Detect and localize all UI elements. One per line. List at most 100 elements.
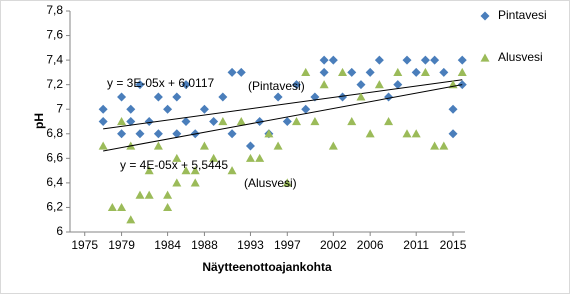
trendline [103,79,463,130]
point [457,67,467,76]
point [153,92,163,102]
point [384,92,394,102]
point [356,92,366,101]
y-tick-label: 6,6 [46,151,63,165]
y-tick-label: 6,4 [46,175,63,189]
point [236,117,246,126]
point [255,117,265,126]
legend-marker [480,53,490,62]
y-tick-label: 7,8 [46,3,63,17]
point [365,129,375,138]
point [153,141,163,150]
y-tick-label: 7,4 [46,52,63,66]
point [209,117,219,126]
point [402,129,412,138]
point [172,178,182,187]
point [393,67,403,76]
point [301,104,311,114]
point [218,117,228,126]
point [117,117,127,126]
point [402,55,412,65]
point [347,67,357,77]
point [411,129,421,138]
point [439,67,449,77]
point [430,55,440,65]
legend-label: Alusvesi [498,50,543,64]
annotation: y = 4E-05x + 5,5445 [120,158,228,172]
point [181,117,191,126]
point [347,117,357,126]
point [448,129,458,139]
point [172,153,182,162]
point [264,129,274,138]
y-tick-label: 7 [56,101,63,115]
x-tick-label: 2015 [440,238,467,252]
point [292,117,302,126]
x-tick-label: 1984 [154,238,181,252]
point [282,117,292,126]
annotation: (Alusvesi) [244,176,297,190]
point [273,92,283,102]
point [319,80,329,89]
y-tick-label: 7,6 [46,28,63,42]
point [190,178,200,187]
legend-label: Pintavesi [498,8,547,22]
point [457,55,467,65]
point [126,215,136,224]
point [374,55,384,65]
y-tick-label: 6,8 [46,126,63,140]
point [199,141,209,150]
point [374,80,384,89]
point [144,117,154,126]
point [163,104,173,114]
point [292,80,302,90]
point [172,129,182,139]
point [199,104,209,114]
point [209,153,219,162]
trendline [103,84,463,152]
point [255,153,265,162]
point [163,190,173,199]
x-tick-label: 1997 [274,238,301,252]
point [107,202,117,212]
x-tick-label: 2011 [403,238,429,252]
point [236,67,246,77]
point [181,80,191,90]
point [98,117,108,126]
point [411,67,421,77]
point [135,80,145,90]
annotation: y = 3E-05x + 6,0117 [107,76,215,90]
point [227,129,237,139]
point [190,166,200,175]
point [144,190,154,199]
point [245,141,255,151]
y-tick-label: 7,2 [46,77,63,91]
point [117,129,127,139]
point [282,178,292,187]
annotation: (Pintavesi) [248,79,305,93]
x-axis-title: Näytteenottoajankohta [202,260,332,274]
point [328,55,338,65]
point [126,117,136,126]
point [393,80,403,90]
point [227,67,237,77]
point [135,129,145,139]
point [319,67,329,77]
point [117,202,127,212]
x-tick-label: 1979 [108,238,135,252]
point [144,166,154,175]
x-tick-label: 1988 [191,238,218,252]
point [338,92,348,102]
point [328,141,338,150]
x-tick-label: 1975 [71,238,98,252]
point [420,67,430,76]
point [98,141,108,150]
point [356,80,366,90]
point [153,129,163,139]
legend-marker [480,11,490,21]
point [365,67,375,77]
point [181,166,191,175]
point [218,92,228,102]
point [98,104,108,114]
